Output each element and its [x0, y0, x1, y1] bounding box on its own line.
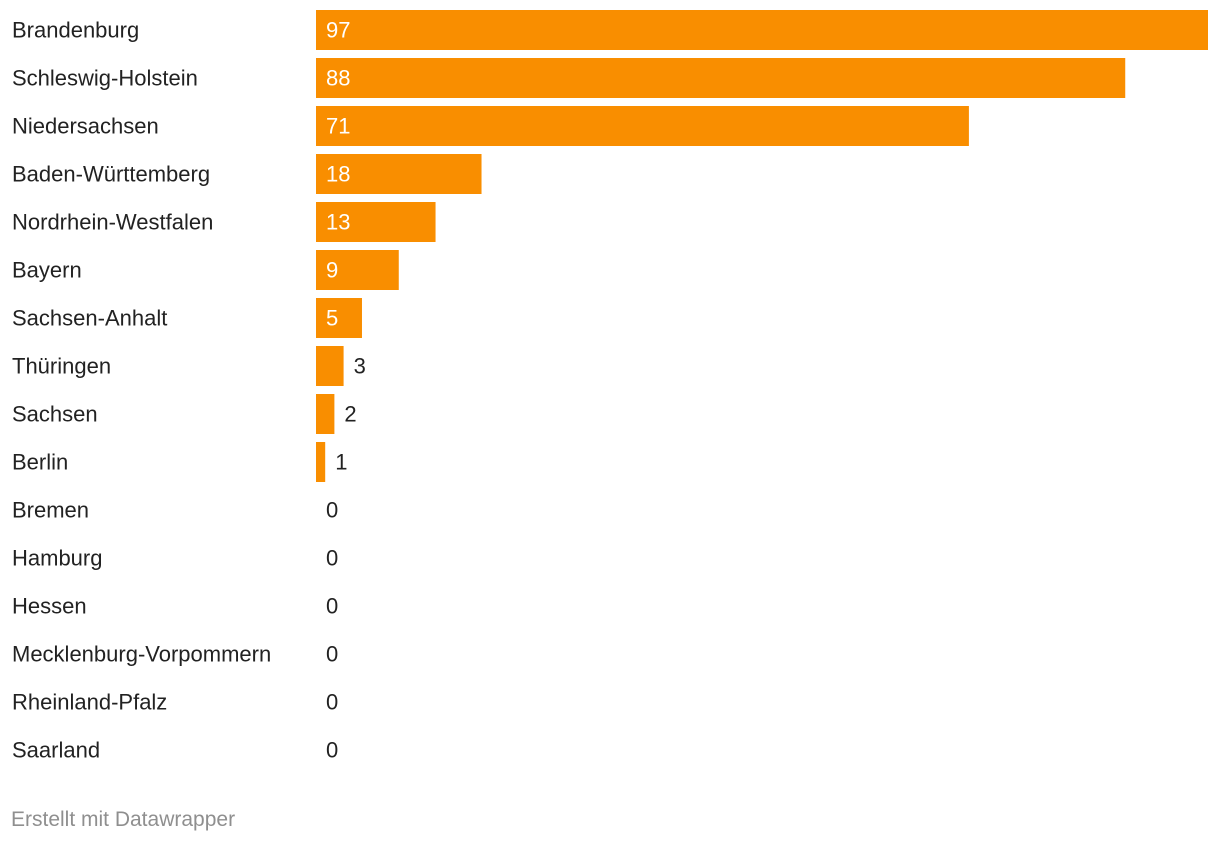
bar[interactable] [316, 202, 436, 242]
category-label: Saarland [12, 738, 100, 763]
category-label: Bremen [12, 498, 89, 523]
category-label: Schleswig-Holstein [12, 66, 198, 91]
value-label: 13 [326, 210, 350, 235]
category-label: Sachsen-Anhalt [12, 306, 167, 331]
category-label: Berlin [12, 450, 68, 475]
bar[interactable] [316, 58, 1126, 98]
value-label: 0 [326, 690, 338, 715]
value-label: 5 [326, 306, 338, 331]
category-label: Hessen [12, 594, 87, 619]
bar[interactable] [316, 442, 326, 482]
bar[interactable] [316, 346, 344, 386]
category-label: Hamburg [12, 546, 102, 571]
value-label: 0 [326, 594, 338, 619]
value-label: 0 [326, 498, 338, 523]
category-label: Mecklenburg-Vorpommern [12, 642, 271, 667]
value-label: 71 [326, 114, 350, 139]
value-label: 1 [335, 450, 347, 475]
bar[interactable] [316, 106, 969, 146]
category-label: Rheinland-Pfalz [12, 690, 167, 715]
category-label: Sachsen [12, 402, 98, 427]
bar[interactable] [316, 250, 399, 290]
value-label: 97 [326, 18, 350, 43]
bar[interactable] [316, 394, 335, 434]
category-label: Niedersachsen [12, 114, 159, 139]
value-label: 0 [326, 738, 338, 763]
value-label: 88 [326, 66, 350, 91]
value-label: 3 [354, 354, 366, 379]
category-label: Nordrhein-Westfalen [12, 210, 213, 235]
value-label: 9 [326, 258, 338, 283]
value-label: 0 [326, 642, 338, 667]
bar[interactable] [316, 10, 1208, 50]
footer-credit[interactable]: Erstellt mit Datawrapper [11, 808, 236, 831]
category-label: Brandenburg [12, 18, 139, 43]
bar[interactable] [316, 298, 362, 338]
category-label: Bayern [12, 258, 82, 283]
value-label: 0 [326, 546, 338, 571]
value-label: 18 [326, 162, 350, 187]
value-label: 2 [344, 402, 356, 427]
category-label: Baden-Württemberg [12, 162, 210, 187]
category-label: Thüringen [12, 354, 111, 379]
bar[interactable] [316, 154, 482, 194]
